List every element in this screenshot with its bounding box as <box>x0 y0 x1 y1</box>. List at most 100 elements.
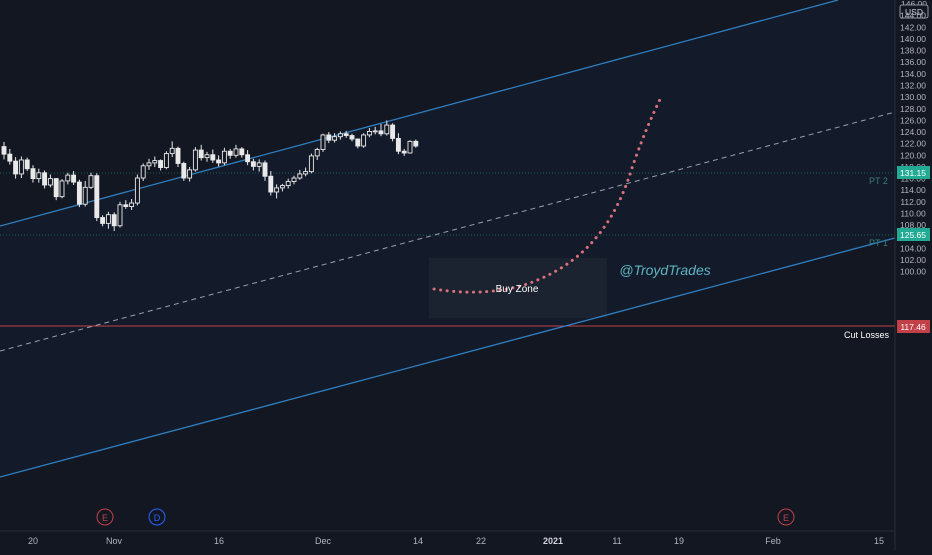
projection-dotted-path[interactable] <box>432 93 664 294</box>
candle-body-up <box>279 185 285 189</box>
pt1-price-tag-text: 125.65 <box>900 230 926 240</box>
candle-body-up <box>366 131 372 136</box>
candle-body-up <box>65 174 71 182</box>
candle-body-up <box>407 140 413 154</box>
pt1-price-tag <box>897 228 930 241</box>
time-tick-label: Feb <box>765 536 781 546</box>
channel-mid-dashed-line[interactable] <box>0 111 896 352</box>
candle-body-up <box>82 186 88 205</box>
time-tick-label: Dec <box>315 536 332 546</box>
price-tick-label: 128.00 <box>900 104 926 114</box>
price-tick-label: 138.00 <box>900 46 926 56</box>
candle-body-up <box>221 150 227 164</box>
candle <box>355 138 361 149</box>
candle-body-up <box>314 149 320 157</box>
candle <box>378 123 384 137</box>
candle-body-up <box>372 130 378 133</box>
time-axis[interactable]: 20 Nov 16 Dec 14 22 2021 11 19 Feb 15 <box>0 530 895 546</box>
candle <box>111 212 117 231</box>
candle-body-down <box>390 124 396 139</box>
candle <box>372 126 378 135</box>
candle-body-down <box>216 159 222 164</box>
candle <box>187 166 193 182</box>
candle <box>326 132 332 144</box>
candle-body-down <box>250 161 256 167</box>
candle <box>65 172 71 185</box>
candle-body-down <box>401 150 407 154</box>
candle-body-up <box>105 214 111 224</box>
candle-body-up <box>274 187 280 193</box>
candle <box>192 147 198 172</box>
candle-body-up <box>291 177 297 182</box>
candle-body-up <box>163 153 169 168</box>
candle <box>76 179 82 208</box>
candle <box>18 156 24 179</box>
candle <box>413 139 419 148</box>
event-badge-letter: D <box>154 513 161 523</box>
candle-body-up <box>204 154 210 159</box>
candle-body-up <box>18 159 24 175</box>
candle <box>129 198 135 211</box>
candle-body-up <box>187 169 193 179</box>
price-tick-label: 126.00 <box>900 115 926 125</box>
earnings-event-badge[interactable]: E <box>777 508 795 526</box>
candle <box>100 215 106 227</box>
candle-body-up <box>361 134 367 147</box>
pt2-price-tag-text: 131.15 <box>900 168 926 178</box>
time-tick-label: 22 <box>476 536 486 546</box>
event-badge-letter: E <box>102 513 108 523</box>
price-tick-label: 104.00 <box>900 243 926 253</box>
buy-zone-label: Buy Zone <box>496 284 539 295</box>
price-tick-label: 112.00 <box>900 197 926 207</box>
candle <box>53 178 59 201</box>
currency-badge[interactable] <box>899 4 929 19</box>
candle-body-up <box>152 160 158 164</box>
candle-body-down <box>395 137 401 152</box>
candle-body-up <box>320 134 326 150</box>
candle <box>88 172 94 190</box>
candle-body-up <box>59 180 65 198</box>
candle <box>239 147 245 158</box>
candle <box>233 144 239 158</box>
candle <box>303 167 309 177</box>
earnings-event-badge[interactable]: E <box>96 508 114 526</box>
candle-body-down <box>175 147 181 164</box>
candle-body-down <box>1 146 7 155</box>
candle <box>169 141 175 158</box>
price-tick-label: 102.00 <box>900 255 926 265</box>
event-badge-circle <box>96 508 114 526</box>
price-tick-label: 142.00 <box>900 22 926 32</box>
candle <box>245 150 251 166</box>
candle <box>297 169 303 180</box>
candle-body-up <box>297 173 303 179</box>
candle-body-up <box>337 133 343 138</box>
candle <box>30 165 36 183</box>
candle-body-up <box>140 165 146 179</box>
event-badge-letter: E <box>783 513 789 523</box>
candle-body-down <box>227 150 233 156</box>
candle <box>146 158 152 170</box>
channel-lower-line[interactable] <box>0 237 896 478</box>
candle <box>134 174 140 206</box>
price-tick-label: 132.00 <box>900 80 926 90</box>
price-tick-label: 140.00 <box>900 34 926 44</box>
event-badge-circle <box>777 508 795 526</box>
candle-body-up <box>303 171 309 175</box>
candle <box>279 183 285 192</box>
buy-zone-rectangle[interactable] <box>429 258 607 318</box>
price-tick-label: 108.00 <box>900 220 926 230</box>
candle <box>181 161 187 181</box>
dividend-event-badge[interactable]: D <box>148 508 166 526</box>
candle <box>320 133 326 152</box>
currency-label: USD <box>905 7 923 17</box>
candle-body-down <box>158 160 164 168</box>
candle <box>163 151 169 170</box>
candle <box>384 120 390 136</box>
candle <box>291 175 297 185</box>
time-tick-label: 15 <box>874 536 884 546</box>
cut-price-tag <box>897 320 930 333</box>
candle <box>361 133 367 148</box>
